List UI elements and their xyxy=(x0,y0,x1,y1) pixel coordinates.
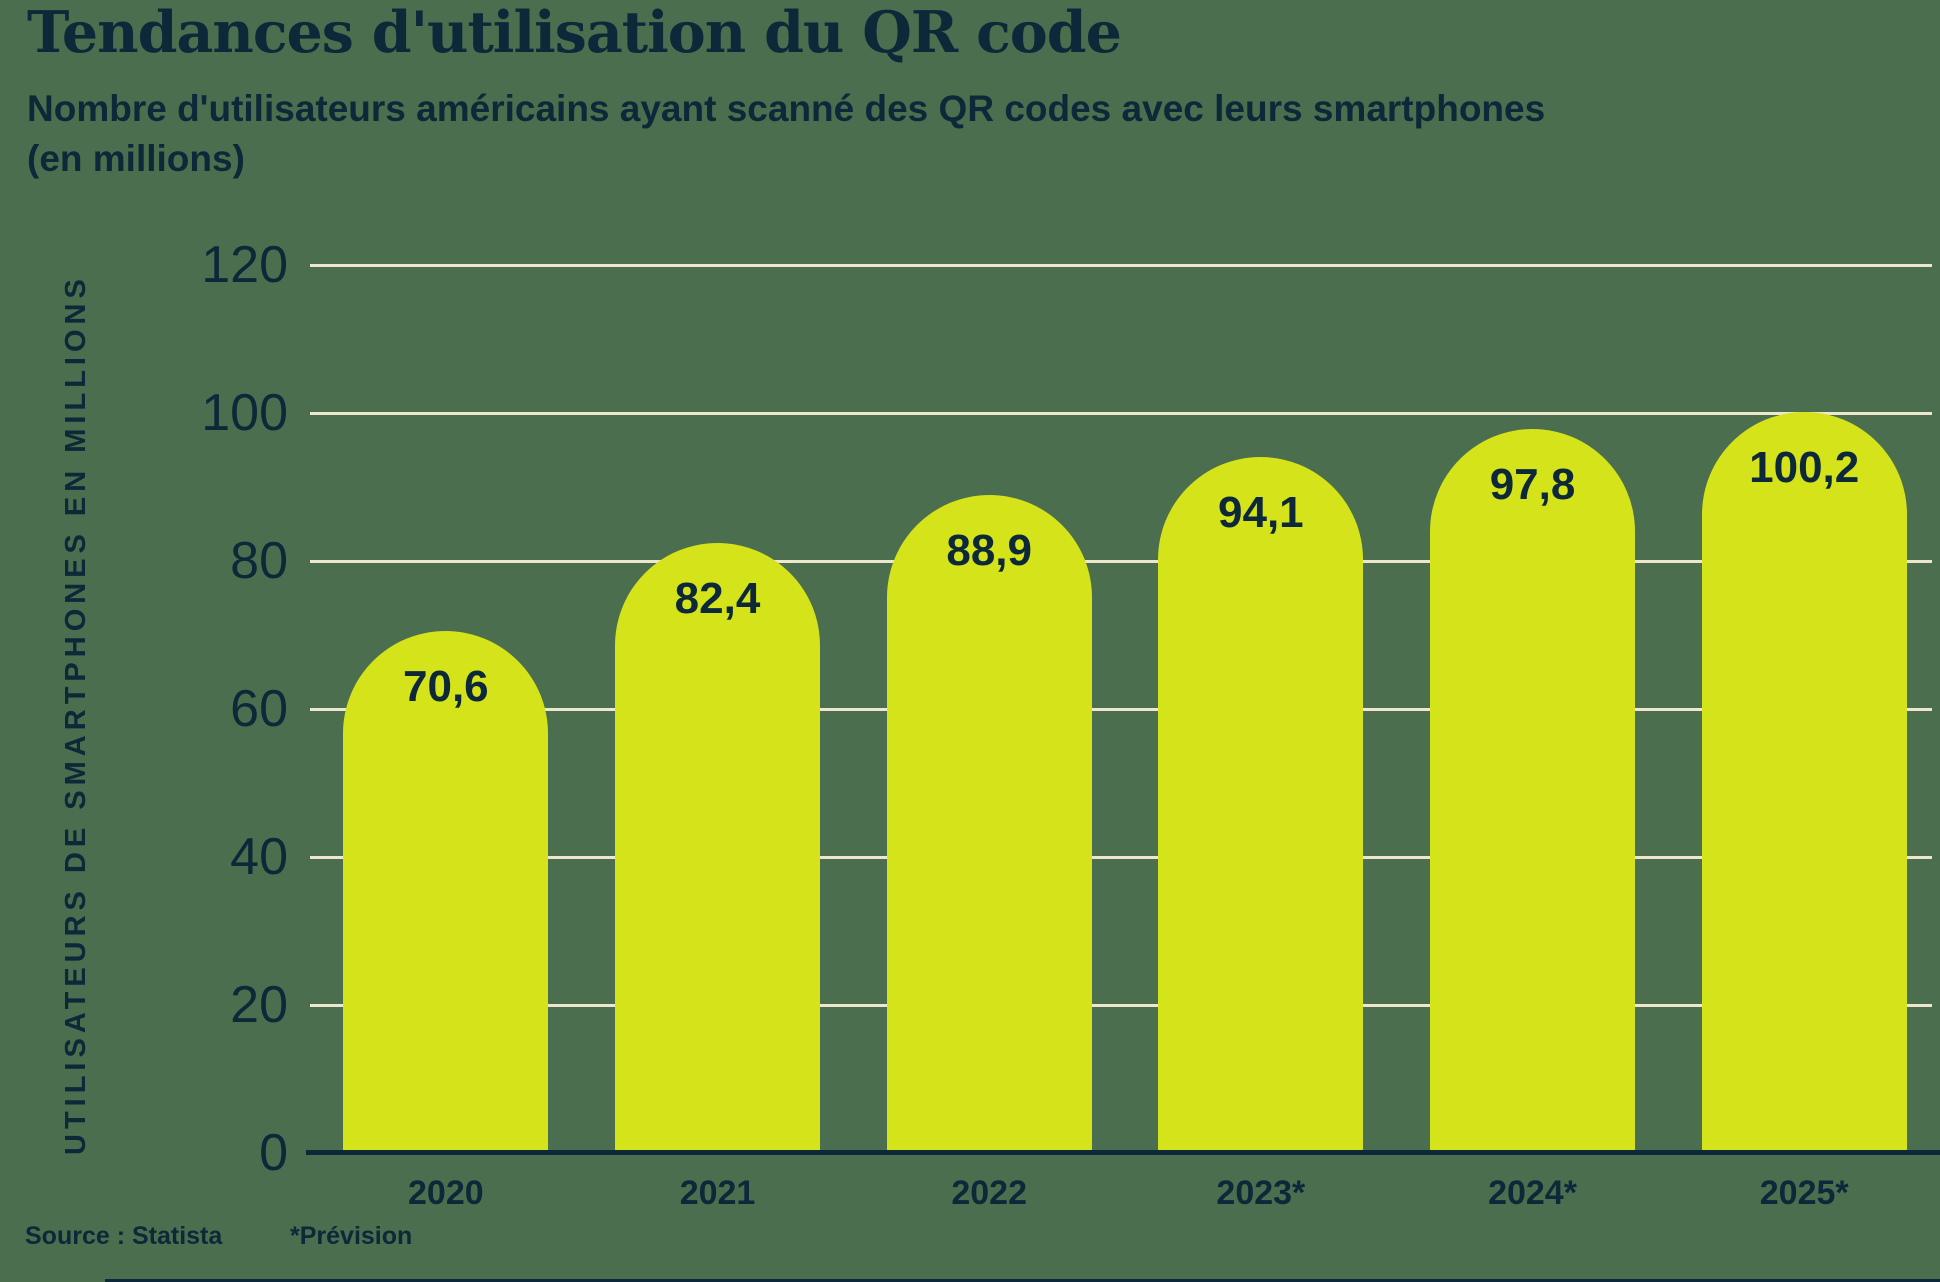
y-tick-label: 40 xyxy=(230,828,288,886)
y-tick-label: 120 xyxy=(201,236,288,294)
plot-area: 70,6 82,4 88,9 94,1 97,8 100,2 xyxy=(306,263,1940,1155)
gridline xyxy=(310,559,1932,563)
subtitle-line-1: Nombre d'utilisateurs américains ayant s… xyxy=(27,88,1546,129)
subtitle-line-2: (en millions) xyxy=(27,138,245,179)
bar-column: 97,8 xyxy=(1397,265,1669,1153)
x-tick-label: 2022 xyxy=(951,1174,1027,1212)
x-axis-line xyxy=(306,1150,1940,1155)
x-tick-label: 2024* xyxy=(1488,1174,1577,1212)
gridline xyxy=(310,855,1932,859)
page-title: Tendances d'utilisation du QR code xyxy=(27,0,1122,66)
gridline xyxy=(310,263,1932,267)
bar-value-label: 94,1 xyxy=(1218,487,1304,537)
y-tick-label: 0 xyxy=(259,1124,288,1182)
source-label: Source : Statista xyxy=(25,1222,223,1250)
bar: 100,2 xyxy=(1701,411,1907,1153)
bar-value-label: 100,2 xyxy=(1749,442,1860,492)
bar-value-label: 70,6 xyxy=(403,661,489,711)
chart-subtitle: Nombre d'utilisateurs américains ayant s… xyxy=(27,84,1545,184)
y-tick-label: 80 xyxy=(230,532,288,590)
bar-value-label: 88,9 xyxy=(946,526,1032,576)
bar-value-label: 97,8 xyxy=(1489,460,1576,510)
bottom-border xyxy=(105,1279,1940,1282)
x-tick-label: 2023* xyxy=(1216,1174,1306,1212)
x-tick-label: 2021 xyxy=(679,1174,756,1212)
y-tick-label: 60 xyxy=(230,680,288,738)
gridlines-layer xyxy=(310,263,1940,1153)
y-tick-label: 100 xyxy=(201,384,288,442)
x-tick-labels: 2020 2021 2022 2023* 2024* 2025* xyxy=(310,1174,1940,1212)
bar: 88,9 xyxy=(886,495,1092,1153)
source-row: Source : Statista *Prévision xyxy=(0,1222,1940,1262)
bars-row: 70,6 82,4 88,9 94,1 97,8 100,2 xyxy=(310,265,1940,1153)
bar-column: 88,9 xyxy=(853,265,1125,1153)
x-tick-label: 2025* xyxy=(1759,1174,1849,1212)
bar-column: 94,1 xyxy=(1125,265,1397,1153)
bar: 70,6 xyxy=(343,630,549,1153)
gridline xyxy=(310,411,1932,415)
bar: 82,4 xyxy=(615,543,820,1153)
gridline xyxy=(310,707,1932,711)
bar: 97,8 xyxy=(1430,429,1636,1153)
bar-column: 100,2 xyxy=(1668,265,1940,1153)
bar: 94,1 xyxy=(1158,456,1364,1153)
y-tick-label: 20 xyxy=(230,976,288,1034)
x-tick-label: 2020 xyxy=(408,1174,484,1212)
footnote-label: *Prévision xyxy=(290,1222,413,1250)
bar-column: 70,6 xyxy=(310,265,582,1153)
bar-value-label: 82,4 xyxy=(674,574,761,624)
gridline xyxy=(310,1003,1932,1007)
bar-column: 82,4 xyxy=(582,265,854,1153)
